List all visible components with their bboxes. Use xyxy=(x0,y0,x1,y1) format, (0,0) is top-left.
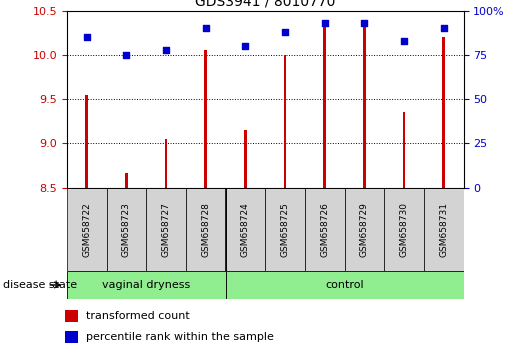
Text: GSM658731: GSM658731 xyxy=(439,202,448,257)
Bar xyxy=(65,310,78,322)
Point xyxy=(162,47,170,52)
Point xyxy=(123,52,131,58)
Text: GSM658723: GSM658723 xyxy=(122,202,131,257)
Bar xyxy=(204,50,207,188)
Bar xyxy=(226,188,265,271)
Bar xyxy=(384,188,424,271)
Bar xyxy=(403,113,405,188)
Point xyxy=(202,25,210,31)
Text: GSM658724: GSM658724 xyxy=(241,202,250,257)
Text: vaginal dryness: vaginal dryness xyxy=(102,280,191,290)
Bar xyxy=(424,188,464,271)
Text: GSM658729: GSM658729 xyxy=(360,202,369,257)
Point xyxy=(241,43,249,49)
Title: GDS3941 / 8010770: GDS3941 / 8010770 xyxy=(195,0,335,8)
Text: GSM658727: GSM658727 xyxy=(162,202,170,257)
Point xyxy=(320,20,329,26)
Bar xyxy=(125,173,128,188)
Text: percentile rank within the sample: percentile rank within the sample xyxy=(86,332,274,342)
Bar xyxy=(65,331,78,343)
Bar xyxy=(284,55,286,188)
Bar xyxy=(226,271,464,299)
Bar xyxy=(244,130,247,188)
Bar xyxy=(85,95,88,188)
Text: transformed count: transformed count xyxy=(86,311,190,321)
Point xyxy=(82,34,91,40)
Bar xyxy=(265,188,305,271)
Bar xyxy=(107,188,146,271)
Bar xyxy=(442,37,445,188)
Bar xyxy=(165,139,167,188)
Text: GSM658722: GSM658722 xyxy=(82,202,91,257)
Text: GSM658730: GSM658730 xyxy=(400,202,408,257)
Bar xyxy=(186,188,226,271)
Bar xyxy=(146,188,186,271)
Text: GSM658726: GSM658726 xyxy=(320,202,329,257)
Text: disease state: disease state xyxy=(3,280,77,290)
Bar xyxy=(305,188,345,271)
Bar xyxy=(323,24,326,188)
Bar xyxy=(345,188,384,271)
Point xyxy=(281,29,289,35)
Point xyxy=(440,25,448,31)
Bar xyxy=(363,24,366,188)
Point xyxy=(400,38,408,44)
Point xyxy=(360,20,369,26)
Bar xyxy=(67,188,107,271)
Text: GSM658728: GSM658728 xyxy=(201,202,210,257)
Text: control: control xyxy=(325,280,364,290)
Text: GSM658725: GSM658725 xyxy=(281,202,289,257)
Bar xyxy=(67,271,226,299)
